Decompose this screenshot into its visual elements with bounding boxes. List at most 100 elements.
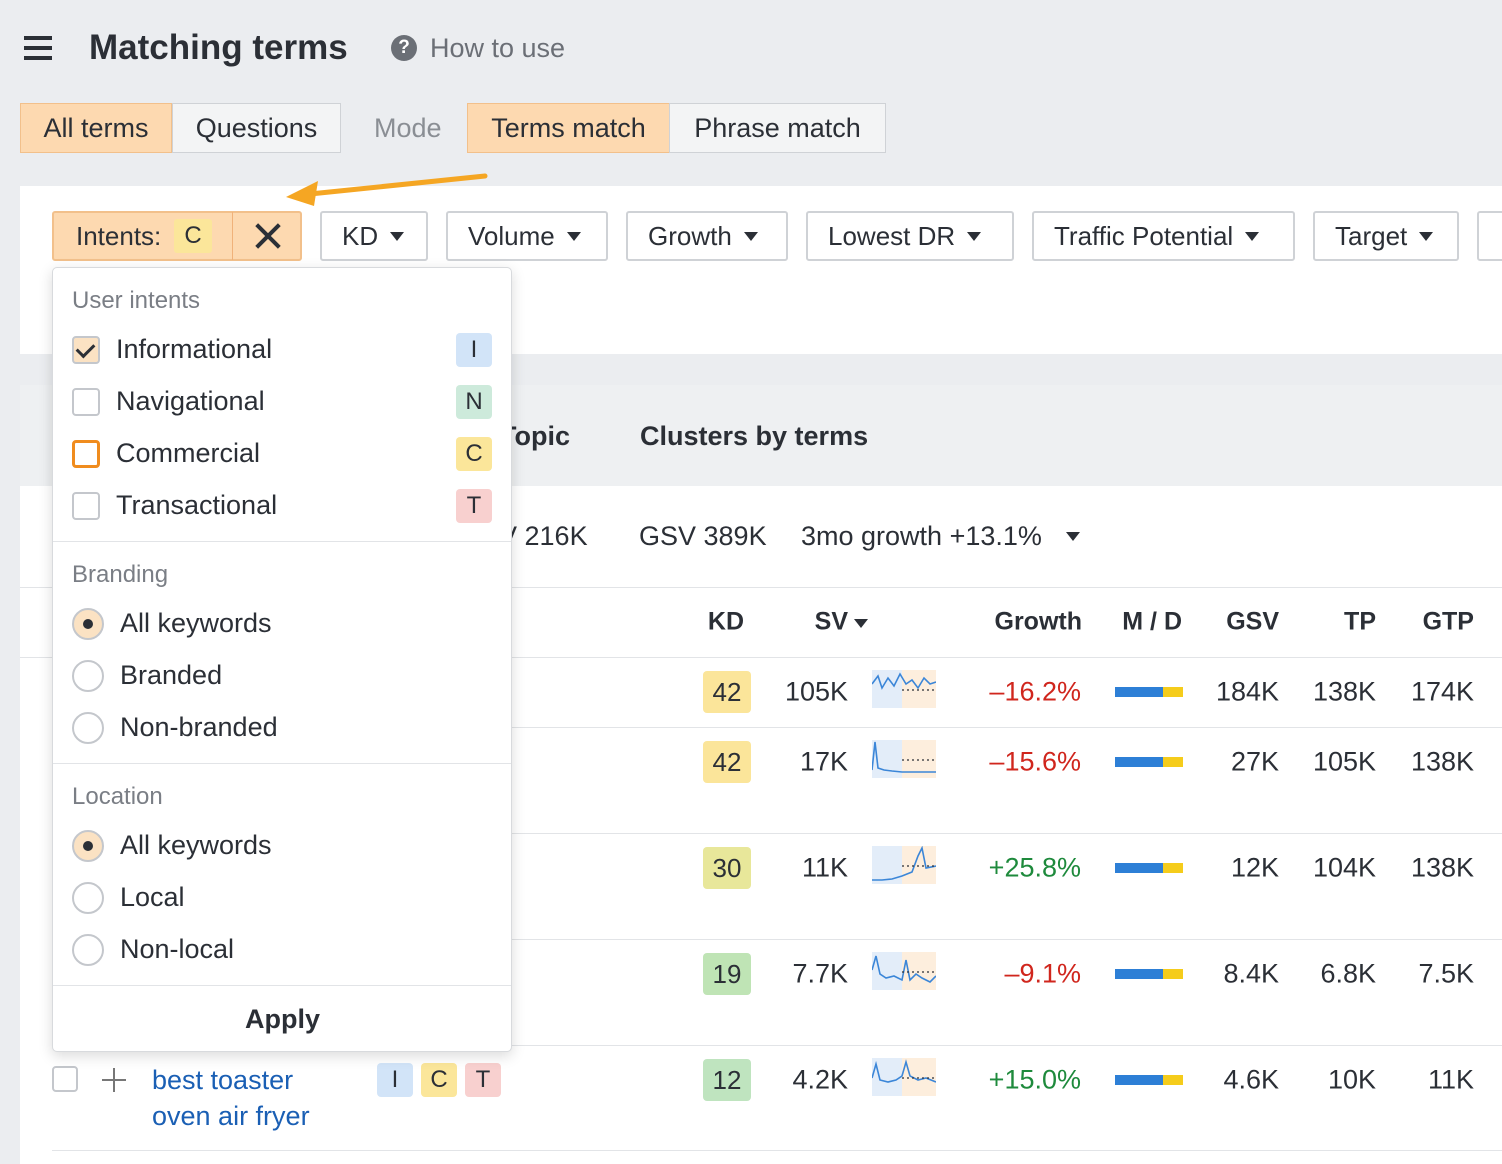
menu-icon[interactable] [24,36,52,60]
md-bar-m [1115,757,1163,767]
sparkline [872,1058,936,1096]
radio[interactable] [72,830,104,862]
intent-badge: C [456,437,492,471]
checkbox[interactable] [72,492,100,520]
gsv-cell: 184K [1215,676,1279,707]
filter-button[interactable]: Target [1313,211,1459,261]
separator [53,985,511,986]
option-label[interactable]: Non-local [120,934,235,964]
intent-badge: N [456,385,492,419]
mode-option[interactable]: Phrase match [669,103,886,153]
md-bar-m [1115,687,1163,697]
sv-cell: 4.2K [792,1064,848,1095]
option-label[interactable]: Local [120,882,185,912]
apply-button[interactable]: Apply [245,1004,321,1034]
filter-button[interactable]: Lowest DR [806,211,1014,261]
menu-bar [24,56,52,60]
radio-dot [83,619,93,629]
radio[interactable] [72,608,104,640]
row-separator [52,1150,1502,1151]
section-title: Branding [72,561,169,588]
option-label[interactable]: All keywords [120,608,272,638]
gtp-cell: 174K [1410,676,1474,707]
divider [232,212,233,260]
option-label[interactable]: Non-branded [120,712,278,742]
kd-badge: 30 [703,847,751,889]
separator [20,657,1502,658]
tp-cell: 105K [1312,746,1376,777]
menu-bar [24,46,52,50]
growth-cell: –9.1% [1004,958,1081,989]
checkbox[interactable] [72,388,100,416]
sv-cell: 7.7K [792,958,848,989]
gsv-cell: 12K [1230,852,1279,883]
keyword-link[interactable]: best toaster oven air fryer [152,1065,310,1131]
column-header[interactable]: SV [814,607,848,636]
clear-button[interactable] [254,222,282,250]
mode-option[interactable]: Terms match [467,103,670,153]
radio[interactable] [72,712,104,744]
option-label[interactable]: Commercial [116,438,261,468]
radio-dot [83,841,93,851]
intent-badge: T [456,489,492,523]
md-bar-m [1115,1075,1163,1085]
md-bar-m [1115,863,1163,873]
option-label[interactable]: Navigational [116,386,265,416]
filter-button[interactable]: KD [320,211,428,261]
growth-cell: –15.6% [989,746,1081,777]
summary-item: GSV 389K [639,521,767,551]
sparkline [872,846,936,884]
gtp-cell: 7.5K [1418,958,1474,989]
option-label[interactable]: Branded [120,660,223,690]
mode-label: Mode [374,113,442,143]
checkbox[interactable] [72,336,100,364]
filter-label: KD [342,220,379,251]
option-label[interactable]: Transactional [116,490,278,520]
intent-badge: C [421,1063,457,1097]
help-icon[interactable]: ? [391,35,417,61]
kd-badge: 42 [703,741,751,783]
separator [20,587,1502,588]
caret [1245,231,1260,241]
menu-bar [24,36,52,40]
radio[interactable] [72,934,104,966]
tab[interactable]: All terms [20,103,172,153]
growth-cell: –16.2% [989,676,1081,707]
tp-cell: 10K [1327,1064,1376,1095]
radio[interactable] [72,660,104,692]
option-label[interactable]: Informational [116,334,273,364]
filter-button[interactable]: Growth [626,211,788,261]
add-button[interactable] [102,1068,126,1092]
row-checkbox[interactable] [52,1066,78,1092]
check-mark [75,338,96,359]
column-header[interactable]: GSV [1226,607,1279,636]
filter-button[interactable]: Volume [446,211,608,261]
filter-label: Volume [468,220,555,251]
radio[interactable] [72,882,104,914]
kd-badge: 19 [703,953,751,995]
filter-label: Traffic Potential [1054,220,1234,251]
column-header[interactable]: GTP [1422,607,1474,636]
filter-button[interactable]: Traffic Potential [1032,211,1295,261]
sv-cell: 105K [784,676,848,707]
gsv-cell: 4.6K [1223,1064,1279,1095]
view-tab[interactable]: Clusters by terms [640,421,869,451]
section-title: User intents [72,287,201,314]
row-separator [52,833,1502,834]
growth-cell: +25.8% [988,852,1081,883]
filter-label: Growth [648,220,732,251]
option-label[interactable]: All keywords [120,830,272,860]
column-header[interactable]: TP [1344,607,1376,636]
column-header[interactable]: M / D [1122,607,1182,636]
caret [1066,532,1080,541]
md-bar-d [1163,687,1183,697]
filter-button[interactable] [1477,211,1502,261]
row-separator [52,939,1502,940]
help-link[interactable]: How to use [430,33,566,63]
checkbox[interactable] [72,440,100,468]
column-header[interactable]: KD [707,607,744,636]
column-header[interactable]: Growth [994,607,1083,636]
summary-item[interactable]: 3mo growth +13.1% [801,521,1042,551]
md-bar-d [1163,1075,1183,1085]
tab[interactable]: Questions [172,103,341,153]
